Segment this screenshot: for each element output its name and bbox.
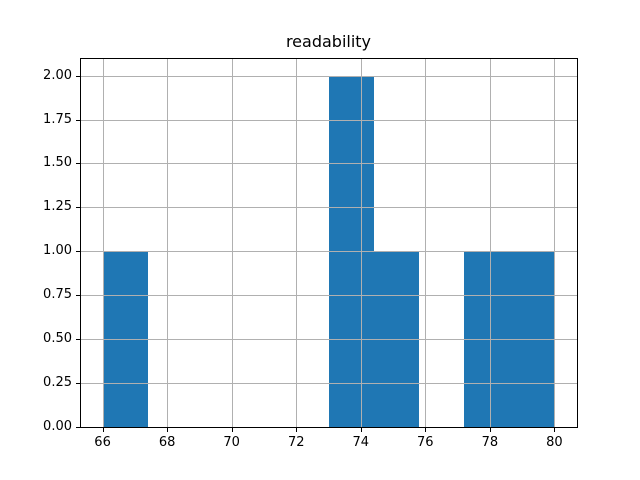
y-tick-label: 1.00: [43, 243, 72, 259]
gridline-vertical: [167, 58, 169, 427]
gridline-horizontal: [80, 207, 577, 209]
x-tick-mark: [231, 428, 233, 432]
gridline-vertical: [554, 58, 556, 427]
x-tick-label: 74: [352, 435, 370, 450]
y-tick-mark: [76, 75, 80, 77]
chart-title: readability: [285, 32, 372, 51]
x-tick-label: 76: [417, 435, 434, 450]
gridline-vertical: [231, 58, 233, 427]
x-tick-label: 66: [94, 435, 111, 450]
x-tick-mark: [167, 428, 169, 432]
x-tick-label: 68: [158, 435, 176, 450]
gridline-horizontal: [80, 75, 577, 77]
x-tick-label: 78: [481, 435, 499, 450]
y-tick-label: 1.75: [43, 111, 72, 127]
y-tick-label: 1.25: [43, 199, 72, 215]
gridline-horizontal: [80, 295, 577, 297]
gridline-vertical: [102, 58, 104, 427]
y-tick-label: 1.50: [43, 155, 72, 171]
y-tick-mark: [76, 163, 80, 165]
histogram-bar: [328, 75, 374, 427]
gridline-vertical: [296, 58, 298, 427]
gridline-horizontal: [80, 163, 577, 165]
x-tick-label: 72: [287, 435, 305, 450]
x-tick-mark: [425, 428, 427, 432]
x-tick-mark: [296, 428, 298, 432]
gridline-horizontal: [80, 383, 577, 385]
y-tick-mark: [76, 207, 80, 209]
x-tick-mark: [102, 428, 104, 432]
gridline-horizontal: [80, 251, 577, 253]
gridline-vertical: [425, 58, 427, 427]
x-tick-mark: [360, 428, 362, 432]
gridline-horizontal: [80, 119, 577, 121]
y-tick-label: 0.50: [43, 331, 72, 347]
x-tick-mark: [489, 428, 491, 432]
y-tick-label: 0.25: [43, 375, 72, 391]
gridline-horizontal: [80, 339, 577, 341]
y-tick-mark: [76, 383, 80, 385]
gridline-vertical: [489, 58, 491, 427]
x-tick-label: 70: [223, 435, 240, 450]
y-tick-mark: [76, 295, 80, 297]
x-tick-mark: [554, 428, 556, 432]
y-tick-label: 2.00: [43, 67, 72, 83]
y-tick-mark: [76, 251, 80, 253]
y-tick-mark: [76, 339, 80, 341]
x-tick-label: 80: [546, 435, 563, 450]
gridline-vertical: [360, 58, 362, 427]
y-tick-label: 0.75: [43, 287, 72, 303]
y-tick-mark: [76, 119, 80, 121]
y-tick-label: 0.00: [43, 419, 72, 434]
plot-border: [80, 58, 578, 428]
y-tick-mark: [76, 427, 80, 428]
